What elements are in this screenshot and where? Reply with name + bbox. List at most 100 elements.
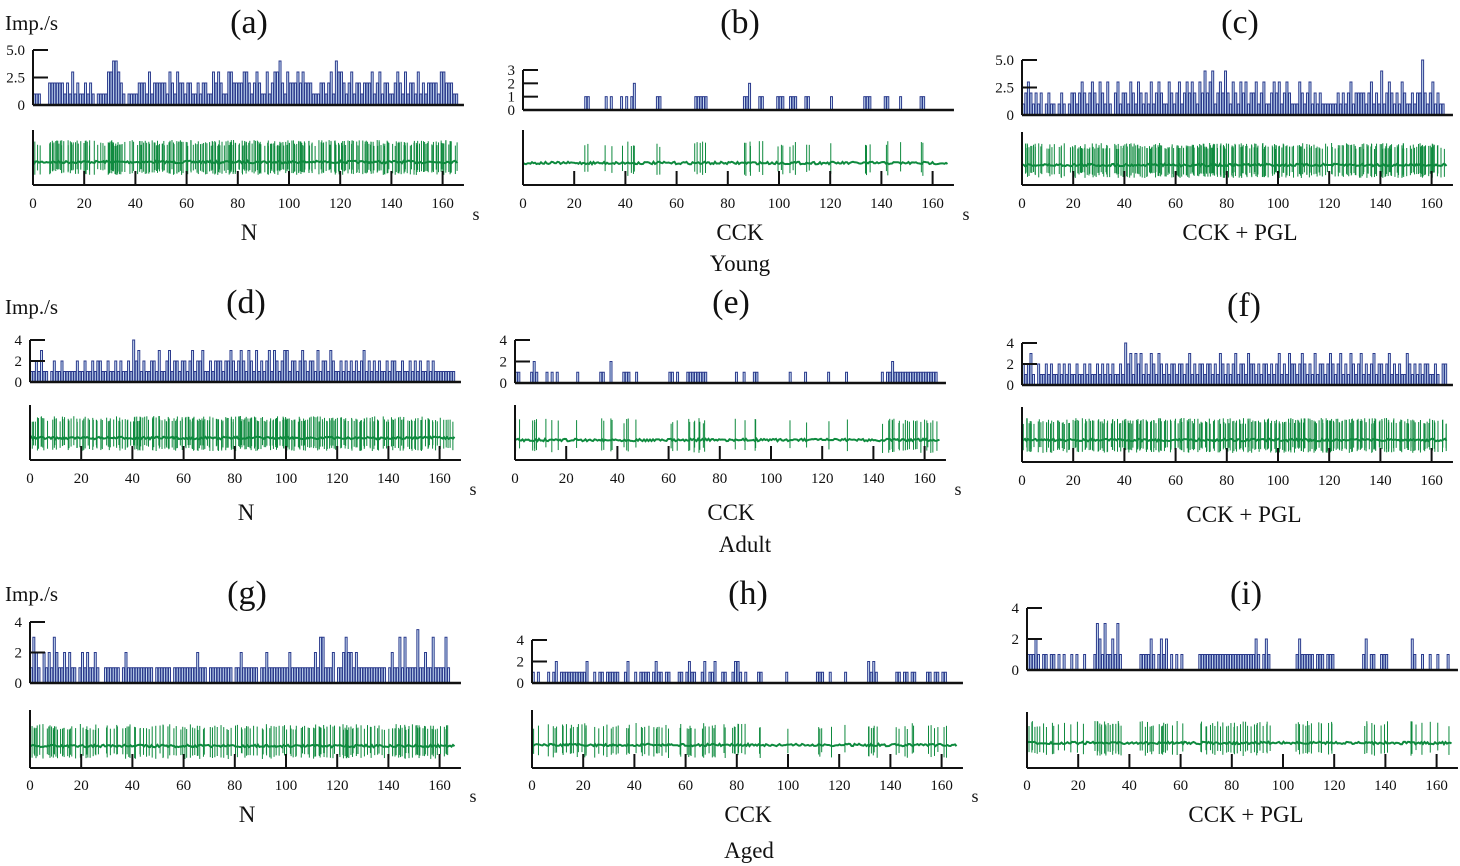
histogram-bar: [150, 360, 154, 383]
histogram-bar: [721, 671, 725, 684]
histogram-bar: [234, 371, 238, 383]
histogram-bar: [1377, 103, 1381, 116]
histogram-bar: [48, 82, 52, 106]
x-tick-label: 0: [528, 778, 536, 794]
histogram-bar: [1244, 374, 1248, 386]
histogram-bar: [1426, 363, 1430, 386]
x-tick-label: 80: [1219, 196, 1234, 212]
histogram-bar: [1241, 363, 1245, 386]
histogram-bar: [71, 71, 75, 106]
histogram-bar: [600, 671, 604, 684]
histogram-bar: [1293, 363, 1297, 386]
x-tick-label: 60: [1168, 196, 1183, 212]
histogram-bar: [622, 371, 626, 384]
x-tick-label: 100: [1267, 473, 1290, 489]
histogram-bar: [160, 82, 164, 106]
x-tick-label: 100: [760, 471, 783, 487]
histogram-bar: [1152, 363, 1156, 386]
histogram-bar: [229, 667, 233, 684]
histogram-bar: [1129, 353, 1133, 386]
histogram-bar: [654, 661, 658, 684]
histogram-bar: [1288, 353, 1292, 386]
histogram-bar: [47, 652, 51, 684]
histogram-bar: [1039, 92, 1043, 116]
histogram-bar: [1142, 103, 1146, 116]
histogram-bar: [623, 671, 627, 684]
histogram-bar: [324, 360, 328, 383]
x-tick-label: 0: [519, 196, 527, 212]
histogram-bar: [652, 671, 656, 684]
histogram-bar: [910, 671, 914, 684]
histogram-bar: [919, 96, 923, 111]
histogram-bar: [1295, 374, 1299, 386]
histogram-bar: [265, 71, 269, 106]
histogram-bar: [1218, 81, 1222, 116]
y-tick-label: 2: [1007, 357, 1015, 373]
histogram-bar: [1244, 654, 1248, 671]
histogram-bar: [699, 371, 703, 384]
histogram-bar: [37, 371, 41, 383]
histogram-bar: [1131, 374, 1135, 386]
histogram-bar: [142, 360, 146, 383]
histogram-bar: [319, 82, 323, 106]
histogram-bar: [1075, 363, 1079, 386]
histogram-bar: [347, 82, 351, 106]
histogram-bar: [1218, 353, 1222, 386]
histogram-bar: [414, 93, 418, 106]
histogram-bar: [1098, 81, 1102, 116]
condition-label: N: [241, 220, 258, 245]
condition-label: CCK + PGL: [1186, 502, 1301, 527]
histogram-bar: [1142, 654, 1145, 671]
histogram-bar: [686, 371, 690, 384]
histogram-bar: [140, 82, 144, 106]
histogram-bar: [562, 671, 566, 684]
x-tick-label: 160: [1420, 196, 1443, 212]
histogram-bar: [242, 667, 246, 684]
histogram-bar: [222, 93, 226, 106]
histogram-bar: [532, 361, 536, 384]
histogram-bar: [314, 93, 318, 106]
histogram-bar: [285, 667, 289, 684]
histogram-bar: [1121, 374, 1125, 386]
histogram-bar: [418, 667, 422, 684]
histogram-bar: [214, 667, 218, 684]
histogram-bar: [57, 667, 61, 684]
histogram-bar: [898, 371, 902, 384]
x-tick-label: 160: [1420, 473, 1443, 489]
histogram-bar: [196, 652, 200, 684]
histogram-bar: [844, 671, 848, 684]
histogram-bar: [362, 667, 366, 684]
histogram-bar: [845, 371, 848, 384]
histogram-bar: [611, 671, 615, 684]
histogram-bar: [1267, 374, 1271, 386]
histogram-bar: [1113, 654, 1117, 671]
histogram-bar: [1152, 654, 1156, 671]
histogram-bar: [60, 360, 64, 383]
histogram-bar: [240, 82, 244, 106]
histogram-bar: [1308, 654, 1312, 671]
histogram-bar: [178, 371, 182, 383]
histogram-bar: [1357, 363, 1361, 386]
histogram-bar: [50, 371, 54, 383]
histogram-bar: [416, 629, 420, 684]
x-tick-label: 60: [1173, 778, 1188, 794]
histogram-bar: [1044, 363, 1048, 386]
histogram-bar: [250, 93, 254, 106]
histogram-bar: [78, 371, 82, 383]
histogram-bar: [1229, 374, 1233, 386]
histogram-bar: [324, 93, 328, 106]
histogram-bar: [1106, 363, 1110, 386]
histogram-bar: [1334, 103, 1338, 116]
histogram-bar: [439, 371, 443, 383]
histogram-bar: [1213, 363, 1217, 386]
histogram-bar: [91, 360, 95, 383]
histogram-bar: [708, 671, 712, 684]
histogram-bar: [214, 82, 218, 106]
histogram-bar: [677, 671, 681, 684]
y-tick-label: 4: [1007, 336, 1015, 352]
group-label-aged: Aged: [724, 838, 774, 863]
histogram-bar: [1183, 92, 1187, 116]
histogram-bar: [134, 360, 138, 383]
histogram-bar: [789, 96, 792, 111]
histogram-bar: [1049, 654, 1053, 671]
